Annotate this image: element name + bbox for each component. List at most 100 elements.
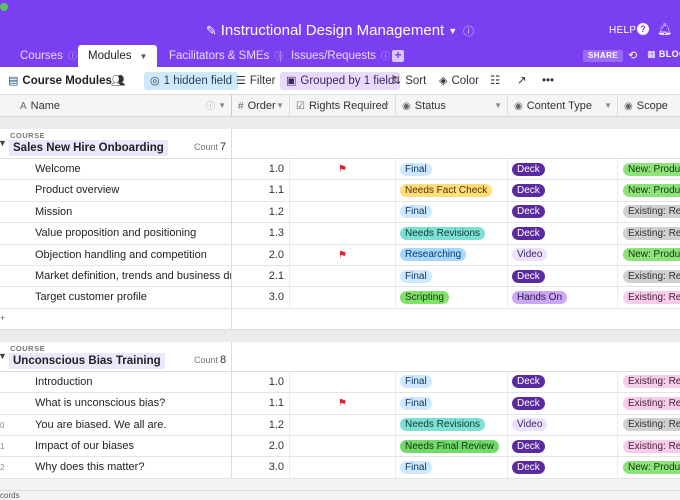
table-row[interactable]: What is unconscious bias? 1.1 ⚑ Final Deck Ex…	[0, 393, 680, 415]
help-label[interactable]: HELP	[609, 25, 637, 36]
column-header-order[interactable]: # Order ▼	[232, 95, 290, 117]
view-switcher[interactable]: ▤ Course Modules	[8, 72, 112, 90]
collapse-chevron-icon[interactable]: ▼	[0, 350, 7, 361]
column-header-status[interactable]: ◉ Status ▼	[396, 95, 508, 117]
table-row[interactable]: 1 Impact of our biases 2.0 Needs Final Revi…	[0, 436, 680, 458]
cell-rights-required[interactable]	[290, 180, 396, 202]
cell-order[interactable]: 3.0	[232, 457, 290, 479]
cell-status[interactable]: Final	[396, 159, 508, 180]
cell-status[interactable]: Final	[396, 371, 508, 393]
row-height-icon[interactable]: ☷	[490, 75, 501, 87]
cell-name[interactable]: Introduction	[6, 371, 232, 393]
cell-scope[interactable]: Existing: Re-	[618, 266, 680, 287]
chevron-down-icon[interactable]: ▼	[276, 101, 284, 110]
cell-order[interactable]: 1.0	[232, 371, 290, 393]
chevron-down-icon[interactable]: ▼	[604, 101, 612, 110]
chevron-down-icon[interactable]: ▼	[494, 101, 502, 110]
cell-status[interactable]: Needs Revisions	[396, 414, 508, 436]
cell-scope[interactable]: Existing: Re-u	[618, 436, 680, 457]
cell-rights-required[interactable]	[290, 457, 396, 479]
window-zoom-button[interactable]	[0, 3, 8, 11]
bell-icon[interactable]: 🔔︎	[657, 22, 673, 36]
table-row[interactable]: Product overview 1.1 Needs Fact Check Deck N…	[0, 180, 680, 202]
tab-issues-requests[interactable]: Issues/Requests ⓘ	[281, 45, 400, 67]
cell-content-type[interactable]: Deck	[508, 457, 618, 479]
cell-rights-required[interactable]	[290, 201, 396, 223]
cell-scope[interactable]: Existing: Re-u	[618, 372, 680, 393]
add-record-row[interactable]: +	[0, 308, 680, 330]
cell-order[interactable]: 1.3	[232, 223, 290, 245]
column-header-name[interactable]: A Name ⓘ ▼	[6, 95, 232, 117]
cell-name[interactable]: Welcome	[6, 159, 232, 180]
cell-scope[interactable]: New: Product	[618, 457, 680, 478]
cell-order[interactable]: 1.0	[232, 159, 290, 180]
help-icon[interactable]: ?	[637, 23, 649, 35]
cell-order[interactable]: 2.0	[232, 436, 290, 457]
cell-order[interactable]: 1.2	[232, 414, 290, 436]
cell-rights-required[interactable]	[290, 436, 396, 457]
filter-button[interactable]: ☰ Filter	[236, 72, 275, 90]
hide-fields-button[interactable]: ◎ 1 hidden field	[144, 72, 239, 90]
cell-content-type[interactable]: Video	[508, 414, 618, 436]
cell-content-type[interactable]: Video	[508, 244, 618, 266]
color-button[interactable]: ◈ Color	[439, 72, 479, 90]
cell-order[interactable]: 2.0	[232, 244, 290, 266]
share-button[interactable]: SHARE	[583, 50, 624, 62]
cell-scope[interactable]: Existing: Re-u	[618, 393, 680, 414]
history-icon[interactable]: ⟲	[628, 50, 638, 62]
cell-content-type[interactable]: Deck	[508, 436, 618, 457]
cell-status[interactable]: Needs Revisions	[396, 223, 508, 245]
table-row[interactable]: 2 Why does this matter? 3.0 Final Deck New: P…	[0, 457, 680, 479]
tab-courses[interactable]: Courses ⓘ	[10, 45, 87, 67]
group-header[interactable]: ▼ COURSE Unconscious Bias Training Count 8	[0, 341, 680, 372]
cell-name[interactable]: Product overview	[6, 180, 232, 202]
add-table-button[interactable]: +	[392, 49, 404, 62]
cell-scope[interactable]: Existing: Re-u	[618, 287, 680, 308]
blocks-button[interactable]: ▦ BLOCKS	[647, 49, 680, 60]
table-row[interactable]: Objection handling and competition 2.0 ⚑ Re…	[0, 244, 680, 266]
cell-content-type[interactable]: Deck	[508, 371, 618, 393]
table-row[interactable]: Market definition, trends and business d…	[0, 266, 680, 288]
cell-status[interactable]: Needs Fact Check	[396, 180, 508, 202]
table-row[interactable]: Mission 1.2 Final Deck Existing: Re-	[0, 201, 680, 224]
cell-rights-required[interactable]	[290, 287, 396, 309]
cell-scope[interactable]: Existing: Re-	[618, 202, 680, 223]
chevron-down-icon[interactable]: ▼	[218, 101, 226, 110]
share-view-icon[interactable]: ↗	[517, 75, 527, 87]
cell-order[interactable]: 1.1	[232, 180, 290, 202]
cell-content-type[interactable]: Deck	[508, 180, 618, 202]
cell-rights-required[interactable]	[290, 223, 396, 245]
cell-status[interactable]: Final	[396, 266, 508, 287]
cell-name[interactable]: Market definition, trends and business d…	[6, 266, 232, 287]
cell-rights-required[interactable]: ⚑	[290, 393, 396, 415]
cell-name[interactable]: You are biased. We all are.	[6, 414, 232, 436]
cell-name[interactable]: Why does this matter?	[6, 457, 232, 479]
cell-status[interactable]: Final	[396, 457, 508, 479]
collaborators-icon[interactable]: 👥︎	[111, 75, 126, 87]
cell-content-type[interactable]: Deck	[508, 201, 618, 223]
table-row[interactable]: Target customer profile 3.0 Scripting Hands…	[0, 287, 680, 309]
cell-content-type[interactable]: Deck	[508, 159, 618, 180]
cell-rights-required[interactable]	[290, 414, 396, 436]
table-row[interactable]: Value proposition and positioning 1.3 Need…	[0, 223, 680, 245]
cell-status[interactable]: Final	[396, 393, 508, 415]
cell-name[interactable]: Target customer profile	[6, 287, 232, 309]
cell-rights-required[interactable]: ⚑	[290, 159, 396, 180]
cell-content-type[interactable]: Deck	[508, 223, 618, 245]
chevron-down-icon[interactable]: ▼	[139, 52, 148, 61]
sort-button[interactable]: ⇅ Sort	[392, 72, 426, 90]
collapse-chevron-icon[interactable]: ▼	[0, 138, 7, 148]
cell-name[interactable]: Value proposition and positioning	[6, 223, 232, 245]
cell-scope[interactable]: New: Product	[618, 180, 680, 201]
table-row[interactable]: 0 You are biased. We all are. 1.2 Needs Rev…	[0, 414, 680, 436]
group-button[interactable]: ▣ Grouped by 1 field	[280, 72, 401, 90]
column-header-rights[interactable]: ☑ Rights Required ▼	[290, 95, 396, 117]
cell-scope[interactable]: New: Product	[618, 159, 680, 180]
info-icon[interactable]: ⓘ	[463, 26, 475, 38]
cell-rights-required[interactable]	[290, 371, 396, 393]
cell-scope[interactable]: Existing: Re-	[618, 415, 680, 436]
cell-order[interactable]: 3.0	[232, 287, 290, 309]
chevron-down-icon[interactable]: ▼	[382, 101, 390, 110]
